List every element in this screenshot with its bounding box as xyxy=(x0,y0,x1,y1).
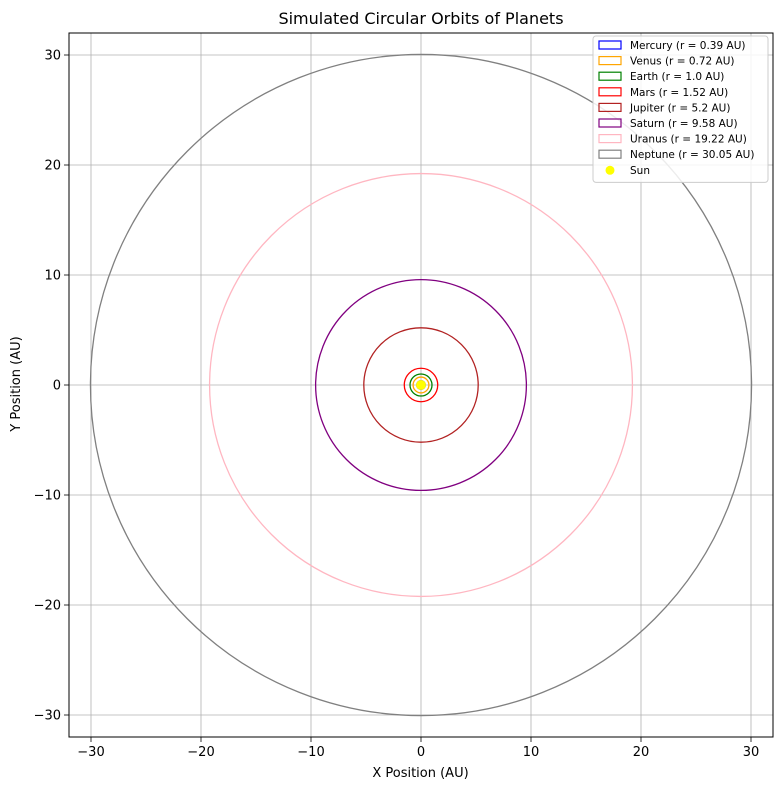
legend-swatch xyxy=(598,71,622,81)
legend-label: Mercury (r = 0.39 AU) xyxy=(630,40,745,52)
sun-layer xyxy=(416,380,426,390)
y-axis-title: Y Position (AU) xyxy=(9,336,24,432)
x-tick-label: −30 xyxy=(77,745,104,760)
y-tick-label: −30 xyxy=(34,709,61,724)
x-axis-title: X Position (AU) xyxy=(372,766,468,781)
legend-label: Uranus (r = 19.22 AU) xyxy=(630,134,747,146)
legend-swatch xyxy=(598,118,622,128)
y-tick-label: 20 xyxy=(44,159,61,174)
orbit-2 xyxy=(409,373,433,397)
x-tick-label: −10 xyxy=(297,745,324,760)
y-tick-label: −20 xyxy=(34,599,61,614)
legend-label: Saturn (r = 9.58 AU) xyxy=(630,118,738,130)
y-tick-label: 10 xyxy=(44,269,61,284)
legend-swatch xyxy=(598,40,622,50)
orbit-layer xyxy=(89,53,753,717)
y-tick-label: 30 xyxy=(44,49,61,64)
orbit-3 xyxy=(403,367,439,403)
orbit-7 xyxy=(89,53,753,717)
orbit-4 xyxy=(363,327,479,443)
x-tick-label: −20 xyxy=(187,745,214,760)
sun-marker xyxy=(416,380,426,390)
legend-label: Earth (r = 1.0 AU) xyxy=(630,71,724,83)
orbit-5 xyxy=(314,278,528,492)
legend-swatch xyxy=(598,55,622,66)
legend-label: Venus (r = 0.72 AU) xyxy=(630,56,735,68)
chart-title: Simulated Circular Orbits of Planets xyxy=(278,9,563,28)
x-tick-label: 20 xyxy=(633,745,650,760)
legend-swatch xyxy=(598,87,622,97)
legend-swatch xyxy=(598,134,622,144)
y-tick-label: −10 xyxy=(34,489,61,504)
legend-sun-marker xyxy=(605,165,615,175)
legend-label: Sun xyxy=(630,165,650,177)
x-tick-label: 0 xyxy=(417,745,425,760)
x-tick-label: 10 xyxy=(523,745,540,760)
y-tick-label: 0 xyxy=(53,379,61,394)
legend-swatch xyxy=(598,149,622,159)
legend-box xyxy=(592,35,769,183)
legend-swatch xyxy=(598,102,622,113)
orbit-1 xyxy=(412,376,430,394)
legend-label: Mars (r = 1.52 AU) xyxy=(630,87,728,99)
legend-label: Jupiter (r = 5.2 AU) xyxy=(629,102,730,114)
legend-label: Neptune (r = 30.05 AU) xyxy=(630,149,754,161)
tick-layer: −30 −20 −10 0 10 20 30 −30 −20 −10 0 10 20 30 xyxy=(34,49,760,761)
x-tick-label: 30 xyxy=(743,745,760,760)
legend: Mercury (r = 0.39 AU) Venus (r = 0.72 AU)… xyxy=(592,35,769,183)
orbit-6 xyxy=(208,172,634,598)
